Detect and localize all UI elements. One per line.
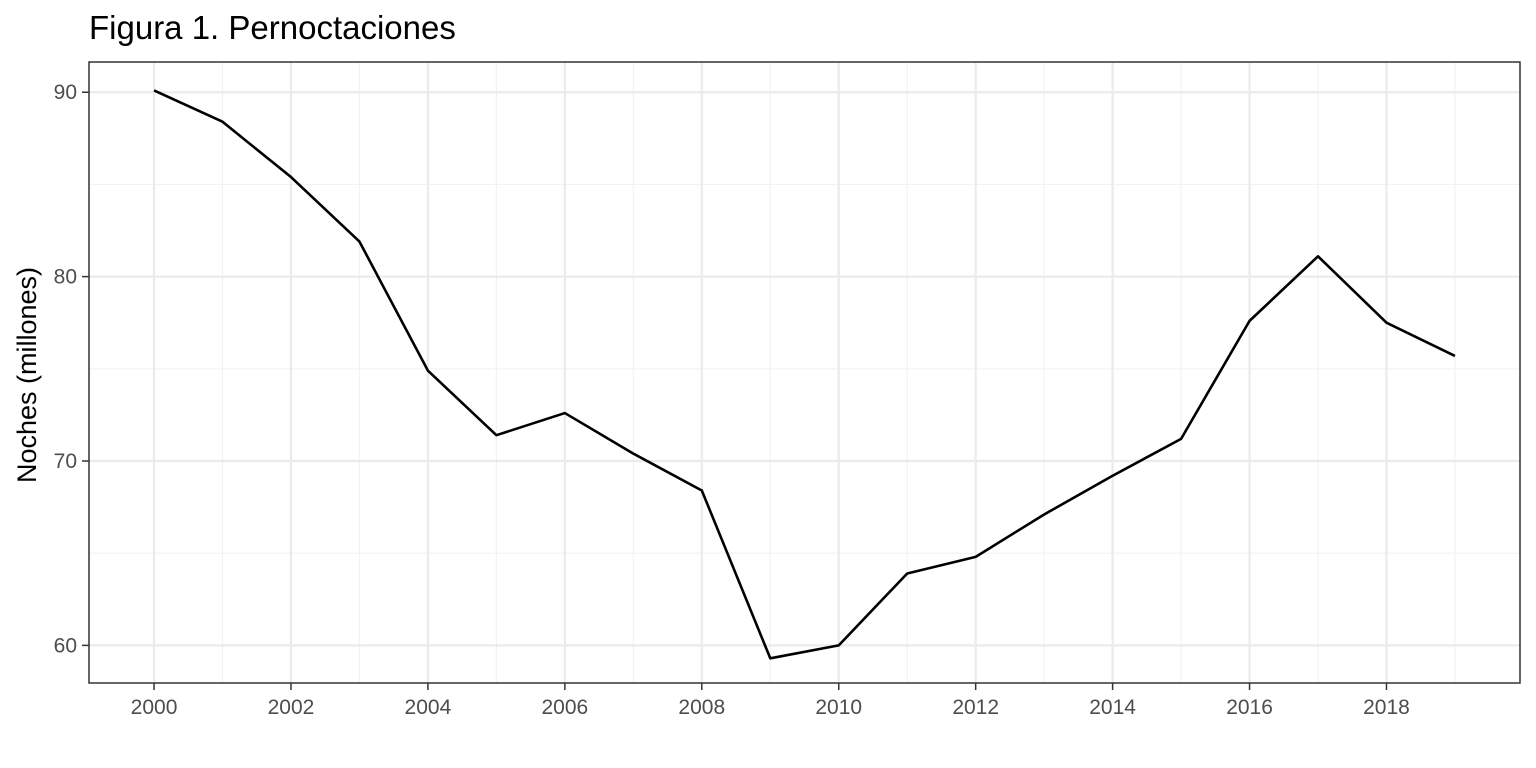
major-gridlines [89, 62, 1520, 683]
x-tick-label: 2008 [678, 696, 725, 719]
plot-panel-border [88, 61, 1521, 684]
minor-gridlines [89, 62, 1520, 683]
x-tick-label: 2016 [1226, 696, 1273, 719]
y-axis-label: Noches (millones) [12, 267, 42, 483]
x-tick-label: 2006 [541, 696, 588, 719]
y-tick-label: 90 [54, 81, 77, 104]
x-tick-label: 2012 [952, 696, 999, 719]
y-tick-label: 70 [54, 450, 77, 473]
axis-ticks [82, 91, 1388, 690]
y-tick-label: 60 [54, 634, 77, 657]
chart-title: Figura 1. Pernoctaciones [89, 9, 456, 46]
series-layer [153, 89, 1456, 660]
x-tick-label: 2000 [131, 696, 178, 719]
axis-tick-labels: 2000 2002 2004 2006 2008 2010 2012 2014 2016 2018… [54, 81, 1410, 719]
y-tick-label: 80 [54, 266, 77, 289]
x-tick-label: 2010 [815, 696, 862, 719]
x-tick-label: 2018 [1363, 696, 1410, 719]
series-line [153, 89, 1456, 660]
x-tick-label: 2002 [268, 696, 315, 719]
x-tick-label: 2004 [405, 696, 452, 719]
x-tick-label: 2014 [1089, 696, 1136, 719]
